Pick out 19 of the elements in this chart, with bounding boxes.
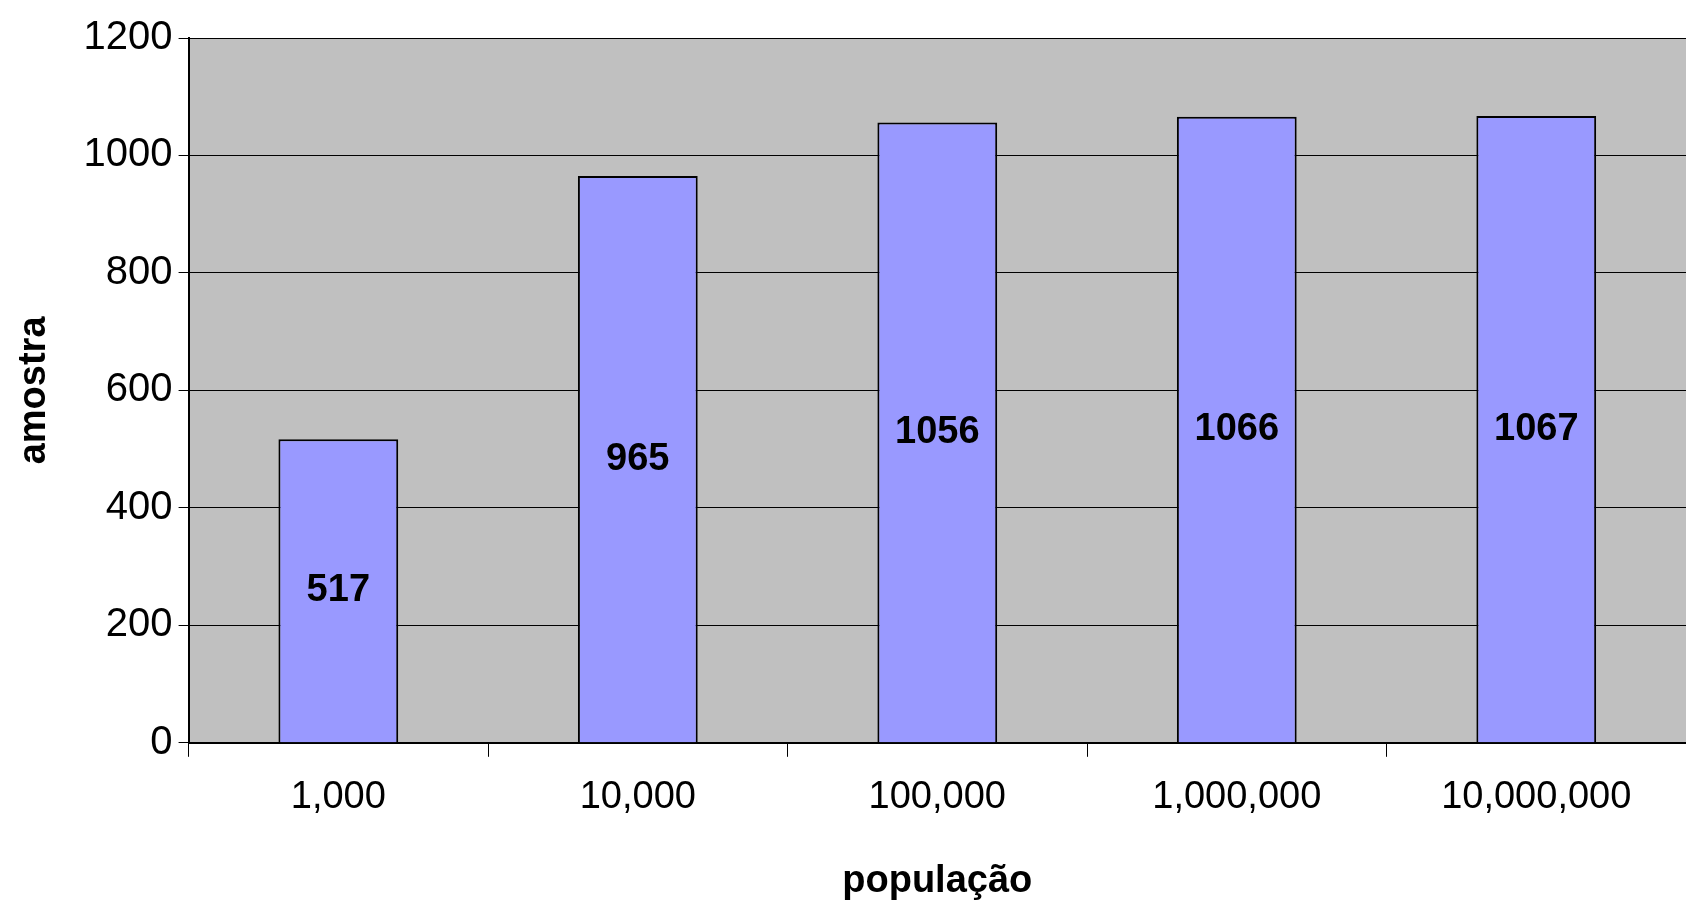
y-tick-label: 200 [105, 600, 173, 645]
x-tick-label: 10,000 [579, 774, 696, 817]
x-tick-label: 1,000,000 [1152, 774, 1322, 817]
y-tick-label: 800 [105, 247, 173, 292]
x-tick-label: 100,000 [868, 774, 1006, 817]
y-tick-label: 400 [105, 482, 173, 527]
data-label: 965 [606, 435, 670, 478]
y-axis-title: amostra [11, 315, 54, 465]
y-tick-label: 0 [150, 717, 173, 762]
data-label: 1066 [1194, 405, 1280, 448]
y-tick-label: 600 [105, 365, 173, 410]
y-tick-label: 1200 [83, 13, 173, 58]
x-tick-label: 1,000 [290, 774, 386, 817]
y-tick-label: 1000 [83, 130, 173, 175]
x-axis-title: população [842, 857, 1033, 900]
data-label: 517 [306, 567, 371, 610]
data-label: 1056 [895, 408, 980, 451]
data-label: 1067 [1493, 405, 1579, 448]
x-tick-label: 10,000,000 [1441, 774, 1632, 817]
